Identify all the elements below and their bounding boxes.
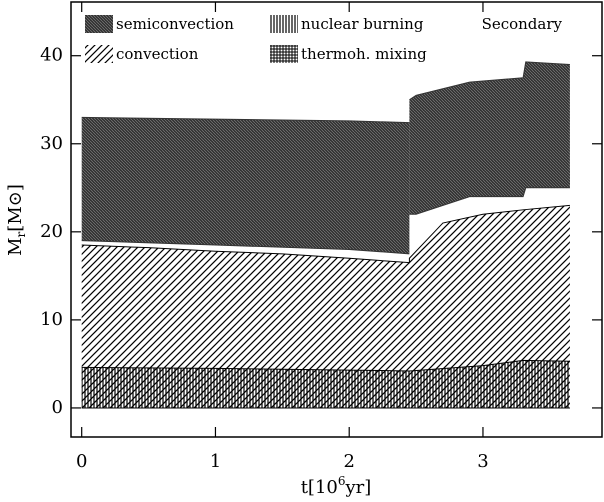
x-tick-label: 2 — [343, 451, 354, 472]
legend-label: thermoh. mixing — [301, 45, 427, 63]
region-top-boundary — [81, 359, 570, 372]
legend-label: convection — [116, 45, 199, 63]
x-axis-label: t[106yr] — [301, 474, 372, 499]
y-label-sub: r — [14, 231, 28, 237]
y-axis-label: Mr[M⊙] — [5, 184, 28, 256]
x-tick-label: 3 — [477, 451, 488, 472]
x-tick-label: 1 — [210, 451, 221, 472]
x-label-part: yr] — [345, 477, 372, 498]
x-tick-label: 0 — [76, 451, 87, 472]
region-fill — [81, 360, 570, 408]
region-fill — [81, 117, 410, 254]
y-tick-label: 10 — [40, 309, 63, 330]
legend-swatch — [270, 45, 298, 63]
y-label-part: [M⊙] — [5, 184, 26, 232]
region-top-boundary — [81, 204, 570, 264]
plot-frame — [70, 1, 603, 438]
legend-swatch — [270, 15, 298, 33]
x-label-part: t[10 — [301, 477, 338, 498]
y-tick-label: 20 — [40, 221, 63, 242]
region-fill — [81, 205, 570, 408]
y-tick-label: 0 — [52, 397, 63, 418]
legend-swatch — [85, 45, 113, 63]
region-top-boundary — [81, 61, 570, 124]
legend-swatch — [85, 15, 113, 33]
y-label-part: M — [5, 237, 26, 255]
y-tick-label: 30 — [40, 133, 63, 154]
region-fill — [409, 61, 570, 215]
y-tick-label: 40 — [40, 45, 63, 66]
regions — [81, 61, 570, 409]
legend-label: semiconvection — [116, 15, 234, 33]
x-label-sup: 6 — [338, 474, 346, 488]
annotation: Secondary — [482, 15, 563, 33]
legend-label: nuclear burning — [301, 15, 424, 33]
region-bottom-boundary — [81, 187, 570, 255]
